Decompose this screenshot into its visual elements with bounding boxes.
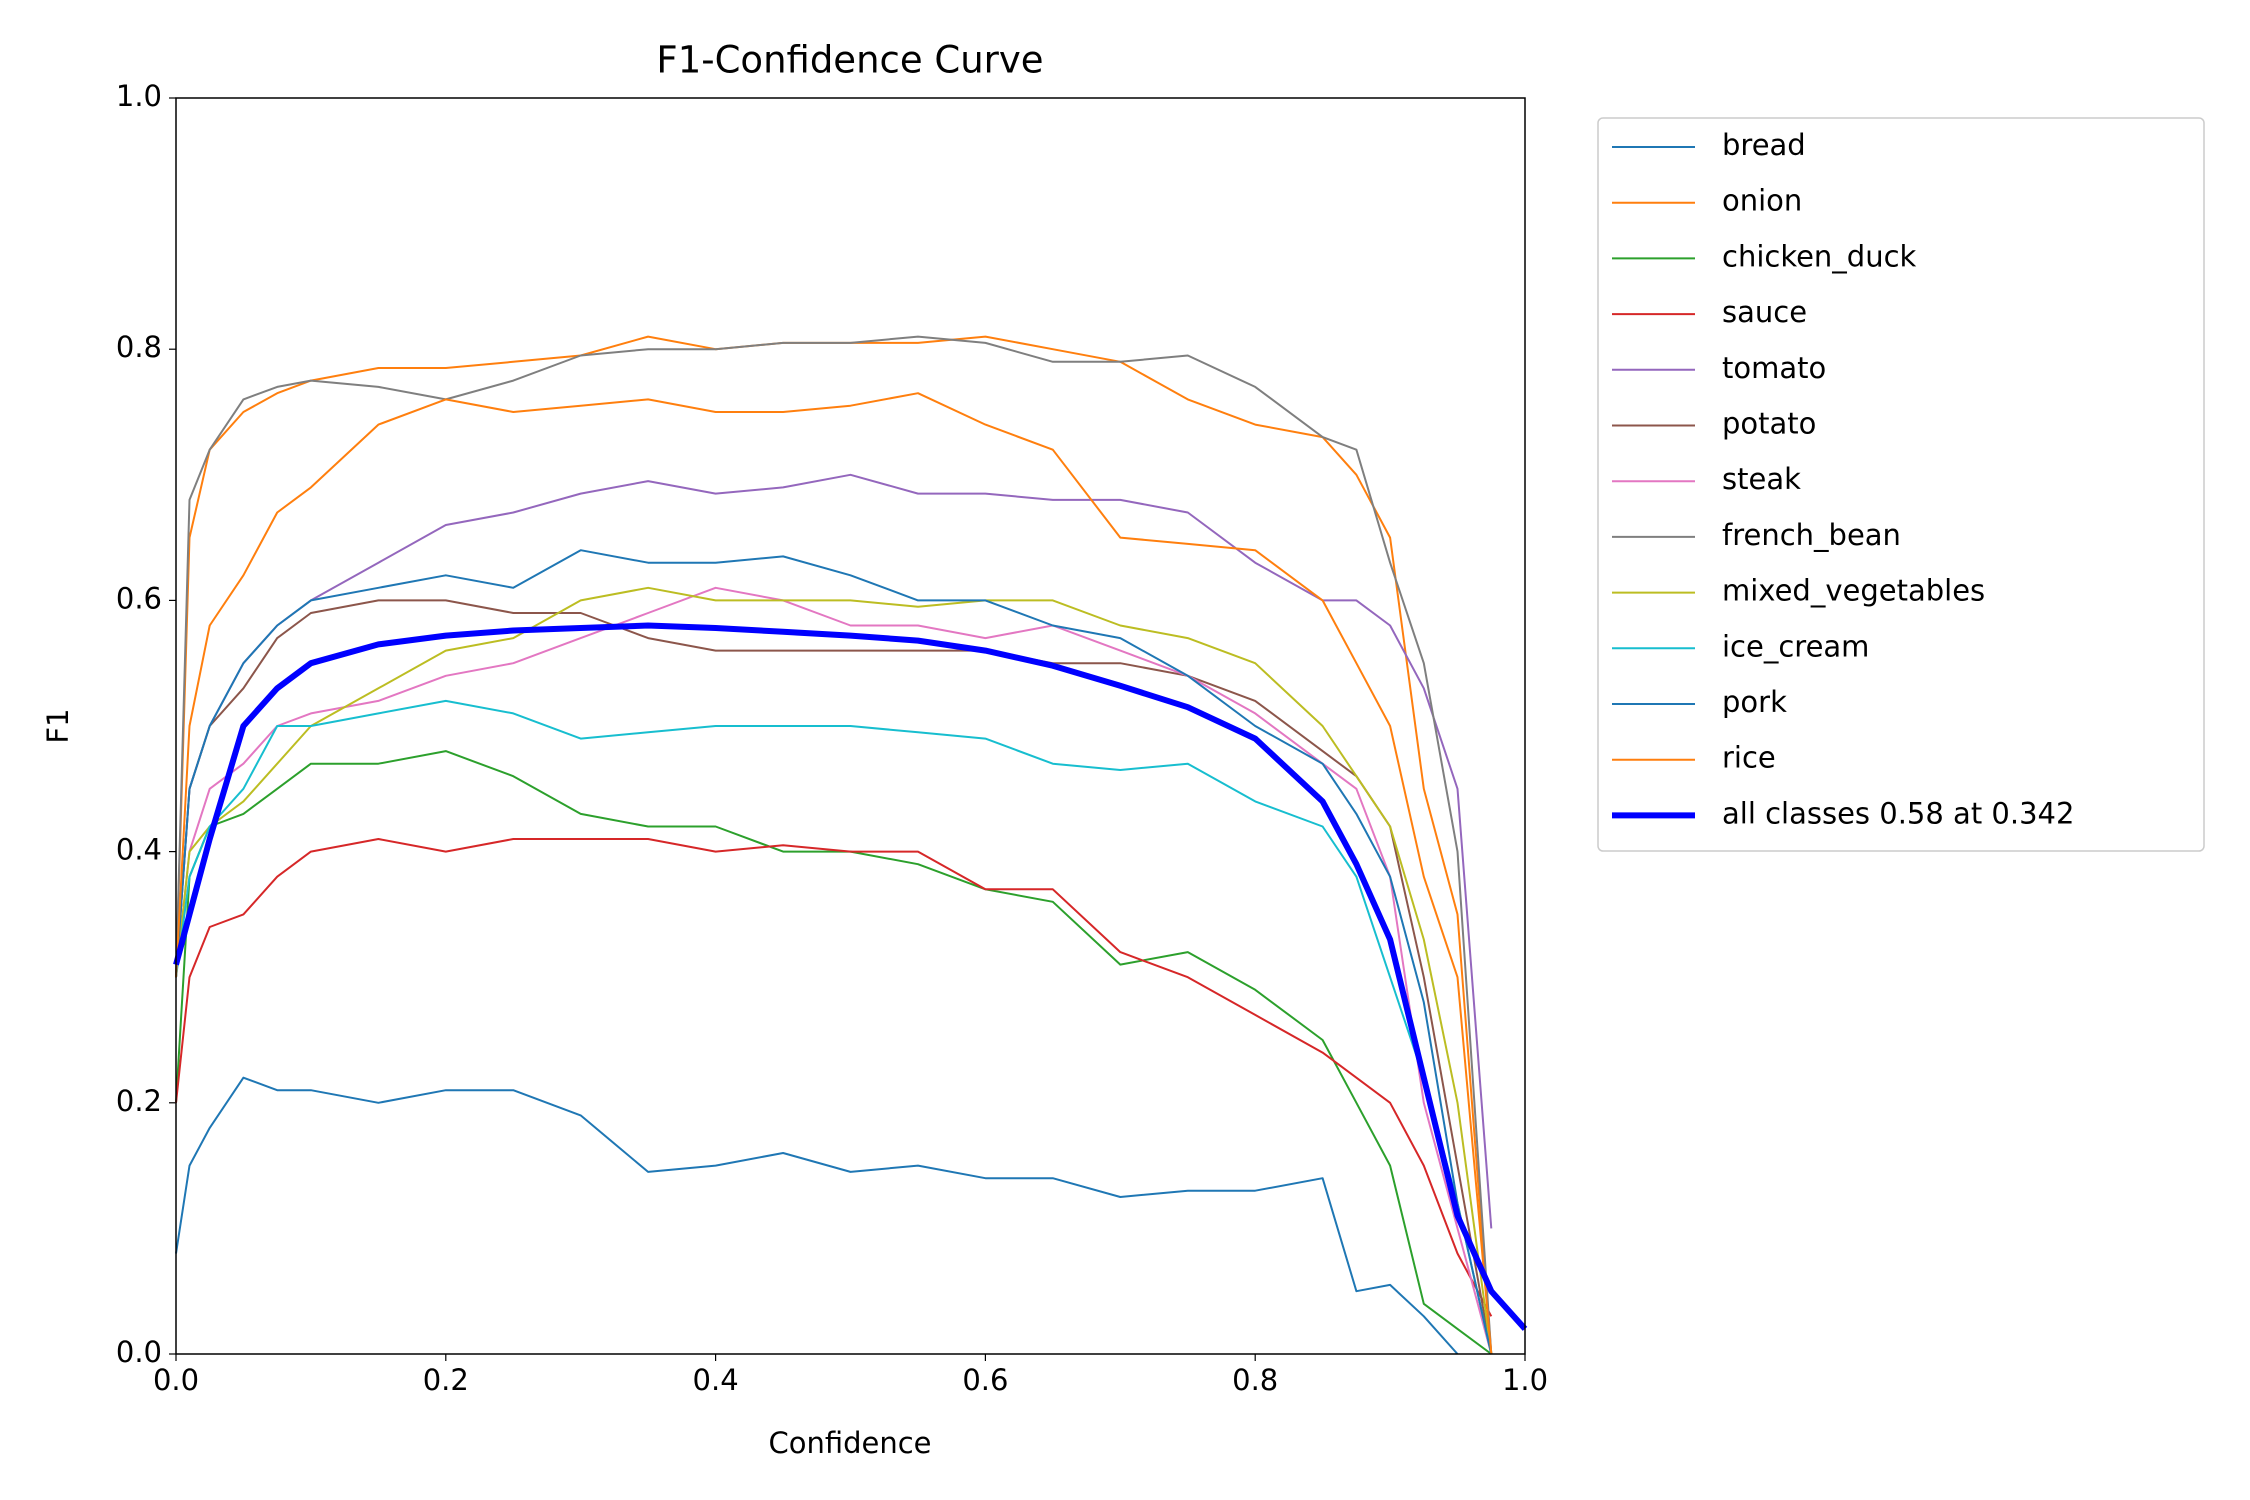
series-line — [175, 586, 1493, 1355]
series-line — [175, 750, 1492, 1355]
x-tick-label: 0.6 — [962, 1363, 1008, 1397]
y-tick-label: 0.4 — [116, 833, 162, 867]
legend-label: steak — [1722, 462, 1801, 496]
legend-box — [1597, 117, 2205, 852]
series-line — [175, 335, 1493, 1355]
series-line — [175, 586, 1493, 1355]
series-line — [175, 549, 1493, 1355]
plot-frame — [175, 97, 1526, 1355]
x-tick-label: 0.4 — [693, 1363, 739, 1397]
y-tick-label: 0.2 — [116, 1084, 162, 1118]
series-line — [173, 622, 1528, 1331]
y-tick-label: 0.6 — [116, 581, 162, 615]
y-tick-label: 0.0 — [116, 1335, 162, 1369]
y-tick-label: 0.8 — [116, 330, 162, 364]
series-line — [175, 392, 1493, 1355]
legend-label: potato — [1722, 407, 1816, 441]
series-line — [175, 1076, 1459, 1355]
legend-label: tomato — [1722, 351, 1826, 385]
y-axis-label: F1 — [41, 708, 75, 743]
legend-label: rice — [1722, 741, 1776, 775]
legend-label: mixed_vegetables — [1722, 574, 1985, 608]
legend-label: french_bean — [1722, 518, 1901, 552]
x-axis-label: Confidence — [768, 1426, 931, 1460]
series-line — [175, 599, 1493, 1355]
legend-label: sauce — [1722, 295, 1807, 329]
x-tick-label: 1.0 — [1502, 1363, 1548, 1397]
series-line — [175, 335, 1493, 1355]
y-tick-label: 1.0 — [116, 79, 162, 113]
x-tick-label: 0.2 — [423, 1363, 469, 1397]
legend-label: all classes 0.58 at 0.342 — [1722, 796, 2074, 830]
legend-label: onion — [1722, 184, 1802, 218]
chart-title: F1-Confidence Curve — [656, 39, 1043, 82]
legend-label: chicken_duck — [1722, 239, 1917, 273]
x-tick-label: 0.8 — [1232, 1363, 1278, 1397]
series-line — [175, 838, 1493, 1317]
legend-label: pork — [1722, 685, 1787, 719]
x-tick-label: 0.0 — [153, 1363, 199, 1397]
legend-label: ice_cream — [1722, 629, 1869, 663]
series-line — [175, 699, 1493, 1355]
legend-label: bread — [1722, 128, 1806, 162]
